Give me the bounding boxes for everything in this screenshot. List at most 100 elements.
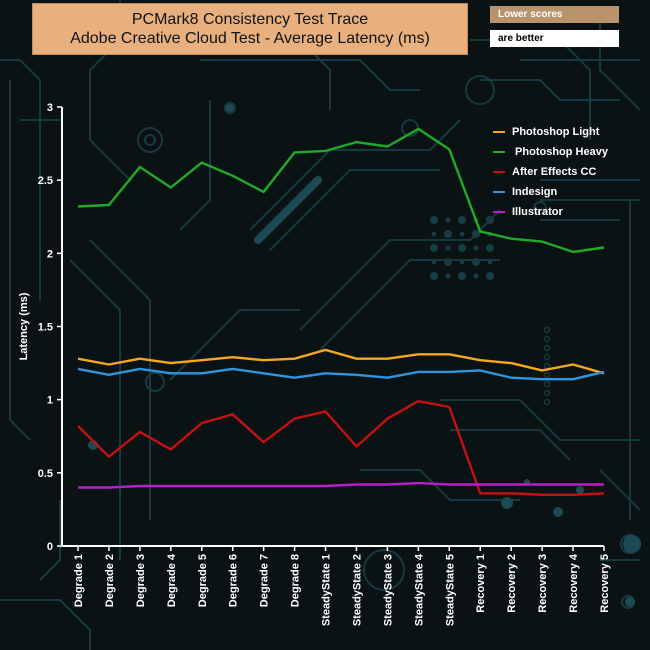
chart-title-box: PCMark8 Consistency Test Trace Adobe Cre… bbox=[32, 3, 468, 55]
circuit-trace bbox=[69, 259, 121, 560]
circuit-dot bbox=[472, 258, 480, 266]
circuit-dot bbox=[543, 362, 551, 370]
x-tick-label: SteadyState 4 bbox=[413, 553, 425, 626]
lower-scores-note: Lower scores bbox=[490, 6, 619, 23]
x-tick-label: Recovery 3 bbox=[537, 554, 549, 613]
circuit-ring bbox=[224, 102, 236, 114]
circuit-dot bbox=[576, 486, 584, 494]
x-tick-label: Degrade 5 bbox=[197, 554, 209, 607]
legend-item: Illustrator bbox=[493, 204, 608, 220]
circuit-trace bbox=[0, 59, 41, 300]
circuit-dot bbox=[543, 326, 551, 334]
x-tick-label: Recovery 1 bbox=[475, 554, 487, 613]
x-tick-label: Degrade 4 bbox=[166, 553, 178, 607]
y-tick-label: 3 bbox=[47, 102, 53, 114]
circuit-dot bbox=[458, 272, 466, 280]
legend-swatch bbox=[493, 171, 505, 173]
circuit-trace bbox=[89, 239, 151, 520]
legend-label: Illustrator bbox=[512, 206, 563, 218]
circuit-dot bbox=[458, 244, 466, 252]
x-tick-label: SteadyState 2 bbox=[351, 554, 363, 626]
legend-swatch bbox=[493, 151, 505, 153]
y-axis-title: Latency (ms) bbox=[18, 292, 30, 360]
legend-item: Photoshop Heavy bbox=[493, 144, 608, 160]
y-tick-label: 0 bbox=[47, 541, 53, 553]
series-line-4 bbox=[78, 481, 604, 489]
circuit-dot bbox=[543, 380, 551, 388]
circuit-dot bbox=[486, 272, 494, 280]
circuit-dot bbox=[444, 230, 452, 238]
x-tick-label: Degrade 2 bbox=[104, 554, 116, 607]
chart-legend: Photoshop Light Photoshop Heavy After Eff… bbox=[493, 124, 608, 224]
y-tick-label: 2.5 bbox=[38, 175, 53, 187]
circuit-ring bbox=[144, 134, 156, 146]
circuit-trace bbox=[599, 469, 641, 511]
circuit-trace bbox=[440, 399, 640, 441]
y-tick-label: 2 bbox=[47, 248, 53, 260]
circuit-dot bbox=[430, 272, 438, 280]
y-tick-label: 0.5 bbox=[38, 468, 53, 480]
chart-series bbox=[77, 127, 605, 496]
circuit-dot bbox=[444, 258, 452, 266]
chart-title-line-1: PCMark8 Consistency Test Trace bbox=[131, 11, 369, 28]
circuit-trace bbox=[169, 309, 300, 381]
circuit-trace bbox=[269, 169, 440, 251]
circuit-dot bbox=[553, 507, 563, 517]
circuit-trace bbox=[39, 500, 61, 581]
circuit-ring bbox=[145, 372, 165, 392]
x-tick-label: Degrade 3 bbox=[135, 554, 147, 607]
circuit-dot bbox=[543, 344, 551, 352]
circuit-dot bbox=[543, 398, 551, 406]
circuit-dot bbox=[623, 535, 641, 553]
circuit-dot bbox=[431, 259, 437, 265]
x-tick-label: SteadyState 3 bbox=[382, 554, 394, 626]
legend-item: After Effects CC bbox=[493, 164, 608, 180]
circuit-trace bbox=[179, 100, 211, 231]
circuit-dot bbox=[543, 353, 551, 361]
circuit-dot bbox=[226, 104, 234, 112]
circuit-dot bbox=[445, 245, 451, 251]
circuit-trace bbox=[319, 259, 500, 351]
circuit-dot bbox=[625, 597, 635, 607]
circuit-ring bbox=[137, 127, 163, 153]
circuit-trace bbox=[0, 599, 91, 650]
legend-swatch bbox=[493, 191, 505, 193]
legend-label: Photoshop Heavy bbox=[512, 146, 608, 158]
series-line-0 bbox=[77, 348, 605, 375]
legend-item: Photoshop Light bbox=[493, 124, 608, 140]
are-better-note: are better bbox=[490, 30, 619, 47]
x-tick-label: Recovery 2 bbox=[506, 554, 518, 613]
circuit-dot bbox=[430, 244, 438, 252]
circuit-dot bbox=[543, 335, 551, 343]
circuit-dot bbox=[459, 259, 465, 265]
x-tick-label: Recovery 4 bbox=[568, 553, 580, 613]
x-tick-label: Degrade 1 bbox=[73, 554, 85, 607]
legend-label: Indesign bbox=[512, 186, 558, 198]
circuit-trace bbox=[249, 119, 461, 231]
circuit-dot bbox=[543, 389, 551, 397]
circuit-trace bbox=[9, 80, 31, 441]
x-tick-label: SteadyState 5 bbox=[444, 554, 456, 626]
circuit-dot bbox=[501, 497, 513, 509]
x-tick-label: SteadyState 1 bbox=[321, 554, 333, 626]
x-tick-label: Degrade 6 bbox=[228, 554, 240, 607]
circuit-ring bbox=[363, 549, 405, 591]
legend-swatch bbox=[493, 211, 505, 213]
y-tick-label: 1.5 bbox=[38, 322, 53, 334]
circuit-dot bbox=[430, 216, 438, 224]
circuit-dot bbox=[543, 371, 551, 379]
circuit-dot bbox=[459, 231, 465, 237]
circuit-ring bbox=[533, 201, 547, 215]
circuit-dot bbox=[445, 217, 451, 223]
x-tick-label: Degrade 7 bbox=[259, 554, 271, 607]
circuit-dot bbox=[458, 216, 466, 224]
circuit-trace bbox=[200, 59, 420, 91]
legend-item: Indesign bbox=[493, 184, 608, 200]
x-tick-label: Recovery 5 bbox=[599, 554, 611, 613]
circuit-dot bbox=[486, 244, 494, 252]
circuit-trace bbox=[450, 429, 571, 461]
circuit-dot bbox=[473, 245, 479, 251]
series-line-2 bbox=[77, 399, 605, 496]
